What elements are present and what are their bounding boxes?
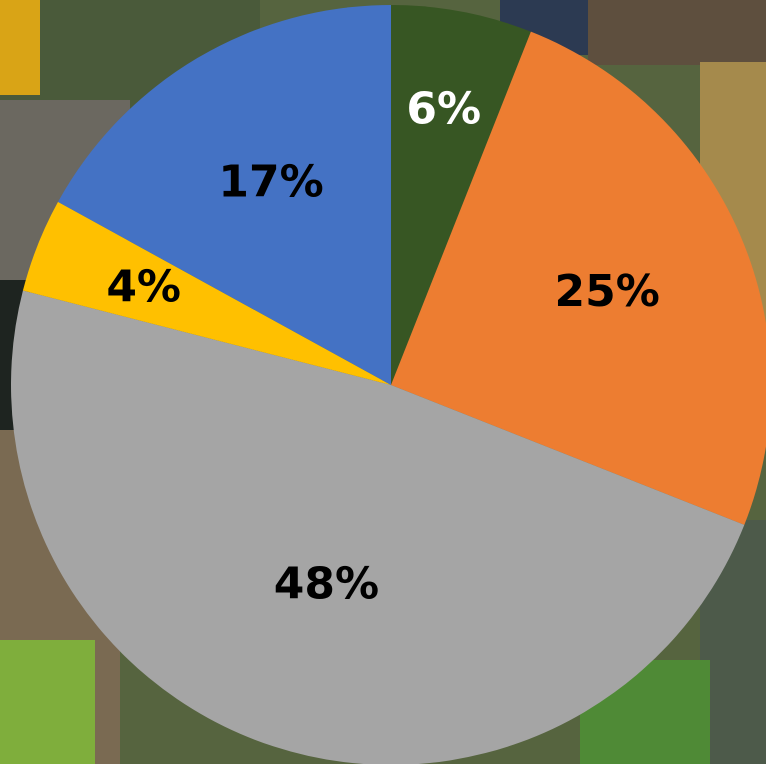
- pie-data-labels: 6% 25% 48% 4% 17%: [106, 83, 660, 609]
- pie-data-label-3: 4%: [106, 262, 181, 313]
- pie-data-label-0: 6%: [406, 83, 481, 134]
- pie-data-label-4: 17%: [218, 157, 323, 208]
- pie-slice-4: [58, 5, 392, 385]
- photo-soil: [588, 0, 766, 65]
- pie-slice-1: [391, 31, 766, 525]
- pie-slice-0: [391, 5, 531, 385]
- photo-excavator-arm: [0, 0, 40, 95]
- pie-slices: [11, 5, 766, 764]
- photo-person-jacket: [0, 640, 95, 764]
- pie-data-label-1: 25%: [555, 266, 660, 317]
- pie-slice-3: [22, 201, 392, 385]
- pie-slice-2: [11, 290, 745, 764]
- pie-data-label-2: 48%: [274, 558, 379, 609]
